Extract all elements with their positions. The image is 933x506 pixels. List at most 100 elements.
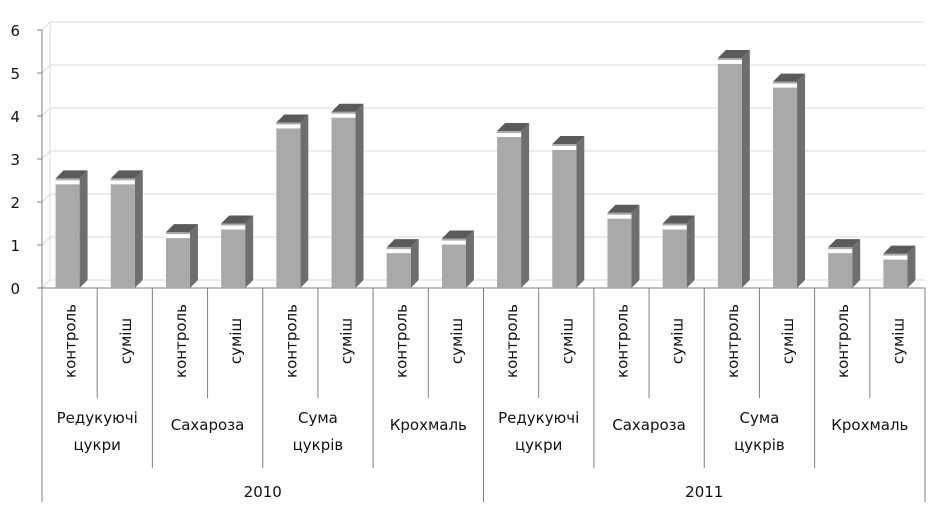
bar-front <box>662 223 687 288</box>
bar-highlight <box>717 59 742 64</box>
bar-front <box>331 111 356 288</box>
bar-highlight <box>883 255 908 260</box>
bar <box>55 170 88 288</box>
bar-front <box>441 238 466 288</box>
bar-highlight <box>221 225 246 230</box>
bar-front <box>552 143 577 288</box>
bar <box>607 204 640 288</box>
bar-side <box>741 49 750 289</box>
category-label: контроль <box>282 304 300 378</box>
bar-top <box>607 204 640 213</box>
group-label: Крохмаль <box>390 416 467 434</box>
bar-side <box>686 215 695 288</box>
bar <box>773 73 806 288</box>
y-tick-label: 5 <box>10 65 20 83</box>
category-label: суміш <box>889 318 907 364</box>
bar <box>497 123 530 288</box>
bar-side <box>79 170 88 288</box>
bar-top <box>828 239 861 248</box>
gridline-side <box>41 21 51 31</box>
bar-side <box>410 239 419 288</box>
bar-front <box>717 57 742 289</box>
bar-side <box>521 123 530 288</box>
bar-highlight <box>386 249 411 254</box>
bar <box>552 135 585 288</box>
bar <box>331 103 364 288</box>
group-label: Сахароза <box>612 416 686 434</box>
group-label: цукри <box>73 436 120 454</box>
bar-highlight <box>331 113 356 118</box>
gridline-side <box>41 150 51 160</box>
bar-highlight <box>828 249 853 254</box>
bar-side <box>189 224 198 288</box>
y-tick-label: 3 <box>10 151 20 169</box>
bar-side <box>576 135 585 288</box>
bar-top <box>717 49 750 58</box>
bar-highlight <box>497 133 522 138</box>
group-label: Сума <box>740 409 780 427</box>
bar-highlight <box>441 240 466 245</box>
category-label: контроль <box>393 304 411 378</box>
bar-top <box>773 73 806 82</box>
category-label: суміш <box>338 318 356 364</box>
bar-side <box>852 239 861 288</box>
bar-top <box>552 135 585 144</box>
category-label: суміш <box>558 318 576 364</box>
group-label: цукрів <box>293 436 344 454</box>
bar-top <box>441 230 474 239</box>
bar-top <box>55 170 88 179</box>
bar <box>441 230 474 288</box>
bar-front <box>55 178 80 288</box>
bar-front <box>110 178 135 288</box>
category-label: контроль <box>724 304 742 378</box>
group-label: цукрів <box>734 436 785 454</box>
group-label: Сахароза <box>171 416 245 434</box>
bar <box>221 215 254 288</box>
group-label: Редукуючі <box>57 409 138 427</box>
y-tick-label: 4 <box>10 108 20 126</box>
y-tick-label: 2 <box>10 194 20 212</box>
bar-top <box>221 215 254 224</box>
year-label: 2011 <box>685 483 723 501</box>
bar <box>717 49 750 289</box>
bar-top <box>883 245 916 254</box>
bar-highlight <box>662 225 687 230</box>
group-label: цукри <box>515 436 562 454</box>
bar-highlight <box>552 145 577 150</box>
category-label: контроль <box>613 304 631 378</box>
bar-top <box>386 239 419 248</box>
category-label: контроль <box>834 304 852 378</box>
bar-highlight <box>773 83 798 88</box>
bar-front <box>221 223 246 288</box>
y-tick-label: 1 <box>10 237 20 255</box>
bar <box>883 245 916 288</box>
bar <box>386 239 419 288</box>
bar <box>165 224 198 288</box>
category-label: суміш <box>448 318 466 364</box>
category-label: суміш <box>117 318 135 364</box>
bar-side <box>631 204 640 288</box>
bar-highlight <box>165 234 190 239</box>
category-label: контроль <box>503 304 521 378</box>
bar-front <box>828 247 853 288</box>
category-label: суміш <box>227 318 245 364</box>
bar <box>110 170 143 288</box>
bar-front <box>276 122 301 288</box>
bar-highlight <box>607 214 632 219</box>
bar-front <box>386 247 411 288</box>
bar-front <box>607 212 632 288</box>
bar-side <box>907 245 916 288</box>
bar-top <box>331 103 364 112</box>
gridline-side <box>41 236 51 246</box>
gridline-side <box>41 193 51 203</box>
bar <box>662 215 695 288</box>
bar-top <box>165 224 198 233</box>
bar-highlight <box>55 180 80 185</box>
bar <box>276 114 309 288</box>
gridline-side <box>41 107 51 117</box>
bar-highlight <box>110 180 135 185</box>
category-label: суміш <box>779 318 797 364</box>
bar-top <box>110 170 143 179</box>
bar-front <box>773 81 798 288</box>
